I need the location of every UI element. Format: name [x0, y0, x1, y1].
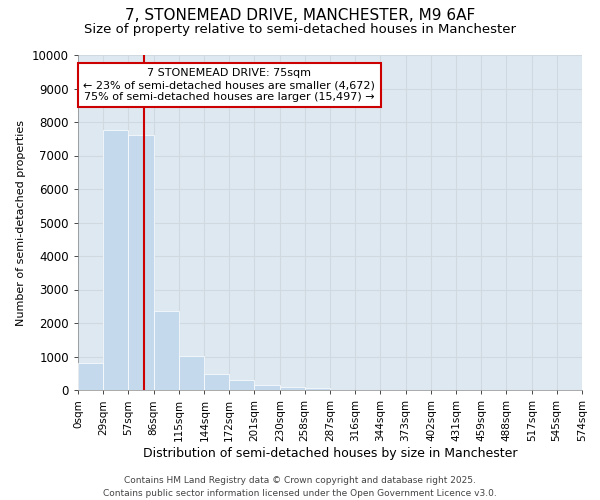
Bar — [154, 312, 179, 390]
Text: 7 STONEMEAD DRIVE: 75sqm
← 23% of semi-detached houses are smaller (4,672)
75% o: 7 STONEMEAD DRIVE: 75sqm ← 23% of semi-d… — [83, 68, 375, 102]
Text: Contains HM Land Registry data © Crown copyright and database right 2025.
Contai: Contains HM Land Registry data © Crown c… — [103, 476, 497, 498]
Bar — [128, 136, 154, 390]
Bar — [179, 356, 205, 390]
Bar — [254, 385, 280, 390]
Bar — [305, 388, 330, 390]
Bar — [78, 363, 103, 390]
Bar — [103, 130, 128, 390]
Text: Size of property relative to semi-detached houses in Manchester: Size of property relative to semi-detach… — [84, 22, 516, 36]
Bar — [280, 386, 305, 390]
Bar — [205, 374, 229, 390]
Text: 7, STONEMEAD DRIVE, MANCHESTER, M9 6AF: 7, STONEMEAD DRIVE, MANCHESTER, M9 6AF — [125, 8, 475, 22]
X-axis label: Distribution of semi-detached houses by size in Manchester: Distribution of semi-detached houses by … — [143, 446, 517, 460]
Y-axis label: Number of semi-detached properties: Number of semi-detached properties — [16, 120, 26, 326]
Bar — [229, 380, 254, 390]
